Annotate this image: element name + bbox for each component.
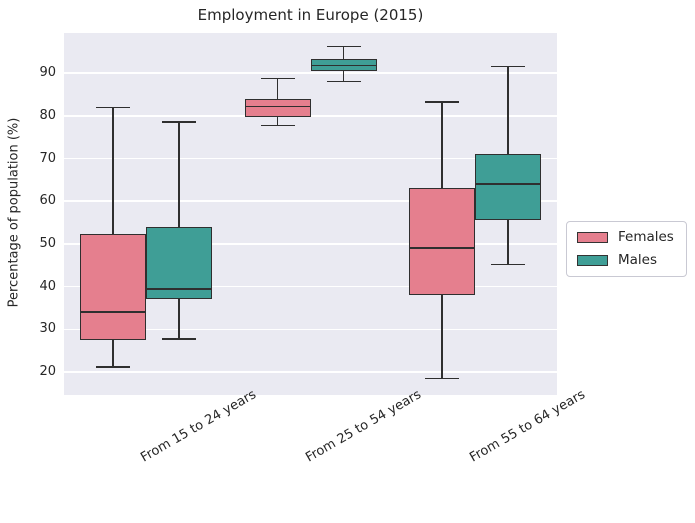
whisker-lower-females-1 <box>276 116 279 126</box>
median-females-0 <box>80 311 147 313</box>
y-tick-label-20: 20 <box>39 363 56 379</box>
y-tick-label-60: 60 <box>39 193 56 209</box>
whisker-cap-lower-females-2 <box>424 377 459 380</box>
whisker-cap-upper-females-1 <box>260 77 295 79</box>
whisker-lower-females-0 <box>112 339 114 367</box>
whisker-lower-females-2 <box>441 295 443 379</box>
whisker-cap-upper-males-0 <box>162 121 197 123</box>
box-males-2 <box>474 154 541 220</box>
whisker-cap-upper-females-0 <box>96 106 131 109</box>
gridline-70 <box>64 157 557 160</box>
median-females-1 <box>244 105 311 108</box>
gridline-90 <box>64 72 557 74</box>
whisker-upper-females-0 <box>112 107 114 235</box>
y-tick-label-80: 80 <box>39 107 56 123</box>
whisker-cap-upper-males-1 <box>326 45 361 48</box>
gridline-20 <box>64 371 557 373</box>
legend-swatch-males <box>577 255 608 266</box>
whisker-upper-males-2 <box>507 66 509 155</box>
y-tick-label-40: 40 <box>39 278 56 294</box>
x-tick-text: From 25 to 54 years <box>302 387 424 466</box>
box-females-0 <box>80 234 147 340</box>
y-tick-label-50: 50 <box>39 235 56 251</box>
median-males-1 <box>310 64 377 67</box>
legend-label: Females <box>618 229 674 245</box>
gridline-40 <box>64 285 557 288</box>
plot-area <box>64 33 557 395</box>
whisker-cap-upper-males-2 <box>490 65 525 68</box>
median-males-0 <box>146 288 213 290</box>
whisker-upper-males-0 <box>178 122 180 227</box>
whisker-cap-upper-females-2 <box>424 101 459 103</box>
whisker-upper-females-1 <box>276 78 279 99</box>
median-females-2 <box>408 247 475 249</box>
whisker-upper-males-1 <box>342 46 345 60</box>
whisker-cap-lower-males-1 <box>326 80 361 83</box>
gridline-60 <box>64 200 557 202</box>
x-tick-text: From 55 to 64 years <box>467 387 588 466</box>
whisker-cap-lower-males-0 <box>162 338 197 340</box>
whisker-lower-males-1 <box>342 70 345 82</box>
y-axis-label: Percentage of population (%) <box>6 117 22 308</box>
whisker-cap-lower-females-1 <box>260 124 295 127</box>
legend: Females Males <box>566 221 687 277</box>
y-tick-label-90: 90 <box>39 65 56 81</box>
gridline-30 <box>64 328 557 330</box>
legend-label: Males <box>618 252 658 268</box>
chart-title: Employment in Europe (2015) <box>197 6 424 24</box>
whisker-cap-lower-males-2 <box>490 263 525 266</box>
box-females-2 <box>408 188 475 296</box>
y-tick-label-30: 30 <box>39 321 56 337</box>
whisker-cap-lower-females-0 <box>96 366 131 368</box>
median-males-2 <box>474 183 541 185</box>
legend-item-females: Females <box>577 230 674 245</box>
gridline-80 <box>64 115 557 117</box>
gridline-50 <box>64 243 557 245</box>
whisker-upper-females-2 <box>441 102 443 189</box>
whisker-lower-males-0 <box>178 299 180 340</box>
x-tick-text: From 15 to 24 years <box>138 387 260 466</box>
box-males-0 <box>146 226 213 300</box>
legend-swatch-females <box>577 232 608 243</box>
box-females-1 <box>244 98 311 117</box>
legend-item-males: Males <box>577 253 674 268</box>
y-tick-label-70: 70 <box>39 150 56 166</box>
whisker-lower-males-2 <box>507 219 509 265</box>
